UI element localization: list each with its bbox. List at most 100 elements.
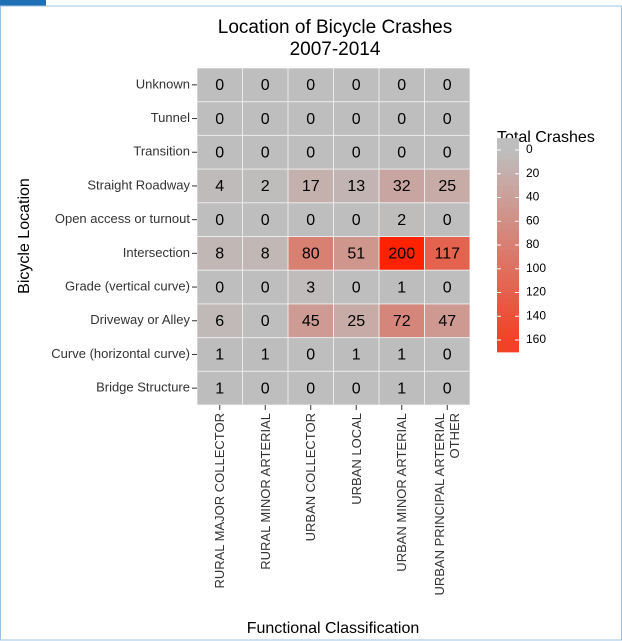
cell: [288, 203, 333, 236]
cell-label: 47: [438, 313, 456, 330]
cell: [197, 338, 242, 371]
x-tick-label: RURAL MAJOR COLLECTOR: [212, 413, 228, 589]
cell: [334, 371, 379, 405]
colorbar-segment: [497, 255, 519, 262]
cell-label: 25: [438, 178, 456, 195]
cell: [288, 338, 333, 371]
cell: [288, 371, 333, 405]
cell: [379, 338, 424, 371]
cell-label: 0: [261, 279, 270, 296]
cell-label: 72: [393, 313, 411, 330]
colorbar-segment: [497, 282, 519, 289]
cell-label: 80: [302, 246, 320, 263]
colorbar-segment: [497, 245, 519, 251]
cell: [334, 102, 379, 135]
colorbar-segment: [497, 164, 519, 171]
colorbar-segment: [497, 250, 519, 257]
cell-label: 0: [215, 279, 224, 296]
cell-label: 13: [347, 178, 365, 195]
cell-label: 0: [306, 111, 315, 128]
colorbar-segment: [497, 319, 519, 326]
colorbar-segment: [497, 170, 519, 177]
y-tick-label: Transition: [133, 144, 190, 159]
cell-label: 0: [352, 212, 361, 229]
cell-label: 1: [397, 279, 406, 296]
colorbar-segment: [497, 234, 519, 241]
colorbar-segment: [497, 175, 519, 182]
panel: [197, 68, 470, 405]
colorbar-segment: [497, 239, 519, 246]
cell-label: 17: [302, 178, 320, 195]
cell-label: 2: [397, 212, 406, 229]
cell-label: 0: [306, 77, 315, 94]
colorbar-segment: [497, 271, 519, 278]
cell-label: 1: [397, 380, 406, 397]
colorbar-segment: [497, 159, 519, 166]
colorbar-segment: [497, 223, 519, 230]
cell: [197, 102, 242, 135]
cell: [243, 270, 288, 304]
cell: [425, 371, 470, 405]
cell: [425, 68, 470, 102]
cell-label: 0: [261, 212, 270, 229]
y-tick-label: Straight Roadway: [87, 177, 190, 192]
colorbar-segment: [497, 303, 519, 310]
cell: [288, 68, 333, 102]
cell-label: 0: [215, 77, 224, 94]
cell-label: 117: [434, 246, 460, 263]
cell: [243, 237, 288, 270]
colorbar-segment: [497, 293, 519, 299]
cell-label: 0: [443, 279, 452, 296]
cell: [243, 371, 288, 405]
x-tick-label: URBAN MINOR ARTERIAL: [394, 413, 410, 572]
cell: [379, 203, 424, 236]
cell-label: 1: [215, 347, 224, 364]
x-tick-label: URBAN LOCAL: [348, 413, 364, 505]
cell: [288, 102, 333, 135]
cell: [334, 338, 379, 371]
cell-label: 0: [261, 77, 270, 94]
cell: [243, 169, 288, 203]
legend-tick-label: 120: [526, 285, 546, 299]
cell-label: 1: [397, 347, 406, 364]
cell-label: 0: [352, 77, 361, 94]
cell-label: 0: [306, 144, 315, 161]
cell-label: 0: [443, 380, 452, 397]
cell: [197, 237, 242, 270]
cell-label: 0: [443, 212, 452, 229]
y-tick-label: Open access or turnout: [55, 211, 191, 226]
cell: [197, 371, 242, 405]
cell: [288, 304, 333, 338]
legend-tick-label: 20: [526, 166, 540, 180]
cell: [425, 304, 470, 338]
cell: [379, 237, 424, 270]
cell: [379, 169, 424, 203]
colorbar-segment: [497, 148, 519, 155]
cell: [425, 203, 470, 236]
colorbar-segment: [497, 261, 519, 267]
colorbar-segment: [497, 186, 519, 193]
cell-label: 200: [388, 246, 415, 263]
cell-label: 8: [215, 246, 224, 263]
cell-label: 0: [352, 380, 361, 397]
cell-label: 3: [306, 279, 315, 296]
chart-title: Location of Bicycle Crashes: [218, 17, 452, 38]
colorbar-segment: [497, 202, 519, 209]
cell: [288, 270, 333, 304]
cell: [197, 169, 242, 203]
cell-label: 0: [215, 111, 224, 128]
cell: [425, 135, 470, 169]
colorbar-segment: [497, 277, 519, 283]
cell: [243, 135, 288, 169]
cell: [334, 237, 379, 270]
x-tick-label: URBAN PRINCIPAL ARTERIAL OTHER: [432, 413, 463, 596]
cell-label: 6: [215, 313, 224, 330]
cell-label: 0: [306, 212, 315, 229]
cell: [334, 304, 379, 338]
cell-label: 0: [443, 77, 452, 94]
cell: [288, 237, 333, 270]
legend-title: Total Crashes: [497, 129, 595, 146]
legend-tick-label: 80: [526, 237, 540, 251]
